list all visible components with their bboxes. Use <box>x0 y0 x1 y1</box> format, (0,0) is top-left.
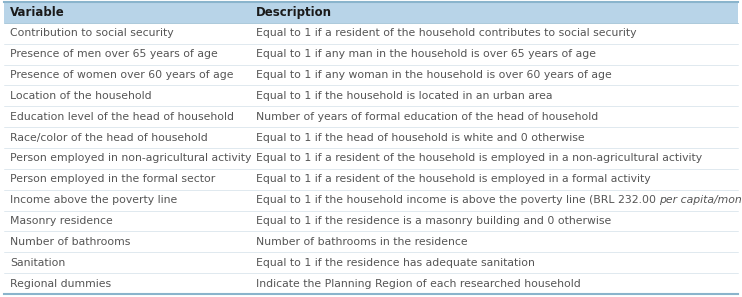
Text: Equal to 1 if the head of household is white and 0 otherwise: Equal to 1 if the head of household is w… <box>256 132 585 143</box>
Bar <box>4 2 738 23</box>
Text: Equal to 1 if the household income is above the poverty line (BRL 232.00: Equal to 1 if the household income is ab… <box>256 195 660 205</box>
Text: Description: Description <box>256 6 332 19</box>
Text: Race/color of the head of household: Race/color of the head of household <box>10 132 208 143</box>
Text: Number of years of formal education of the head of household: Number of years of formal education of t… <box>256 112 598 122</box>
Text: Income above the poverty line: Income above the poverty line <box>10 195 177 205</box>
Text: Presence of men over 65 years of age: Presence of men over 65 years of age <box>10 49 217 59</box>
Text: Equal to 1 if the residence is a masonry building and 0 otherwise: Equal to 1 if the residence is a masonry… <box>256 216 611 226</box>
Text: Person employed in the formal sector: Person employed in the formal sector <box>10 174 215 184</box>
Text: Indicate the Planning Region of each researched household: Indicate the Planning Region of each res… <box>256 279 581 289</box>
Text: Variable: Variable <box>10 6 65 19</box>
Text: Presence of women over 60 years of age: Presence of women over 60 years of age <box>10 70 234 80</box>
Text: Equal to 1 if the household is located in an urban area: Equal to 1 if the household is located i… <box>256 91 552 101</box>
Text: Contribution to social security: Contribution to social security <box>10 28 174 38</box>
Text: Equal to 1 if any man in the household is over 65 years of age: Equal to 1 if any man in the household i… <box>256 49 596 59</box>
Text: Number of bathrooms: Number of bathrooms <box>10 237 131 247</box>
Text: per capita/month: per capita/month <box>660 195 742 205</box>
Text: Equal to 1 if the residence has adequate sanitation: Equal to 1 if the residence has adequate… <box>256 258 535 268</box>
Text: Equal to 1 if a resident of the household is employed in a formal activity: Equal to 1 if a resident of the househol… <box>256 174 651 184</box>
Text: Equal to 1 if a resident of the household contributes to social security: Equal to 1 if a resident of the househol… <box>256 28 637 38</box>
Text: Sanitation: Sanitation <box>10 258 65 268</box>
Text: Equal to 1 if a resident of the household is employed in a non-agricultural acti: Equal to 1 if a resident of the househol… <box>256 154 702 163</box>
Text: Education level of the head of household: Education level of the head of household <box>10 112 234 122</box>
Text: Equal to 1 if any woman in the household is over 60 years of age: Equal to 1 if any woman in the household… <box>256 70 611 80</box>
Text: Regional dummies: Regional dummies <box>10 279 111 289</box>
Text: Person employed in non-agricultural activity: Person employed in non-agricultural acti… <box>10 154 252 163</box>
Text: Location of the household: Location of the household <box>10 91 151 101</box>
Text: Number of bathrooms in the residence: Number of bathrooms in the residence <box>256 237 467 247</box>
Text: Masonry residence: Masonry residence <box>10 216 113 226</box>
